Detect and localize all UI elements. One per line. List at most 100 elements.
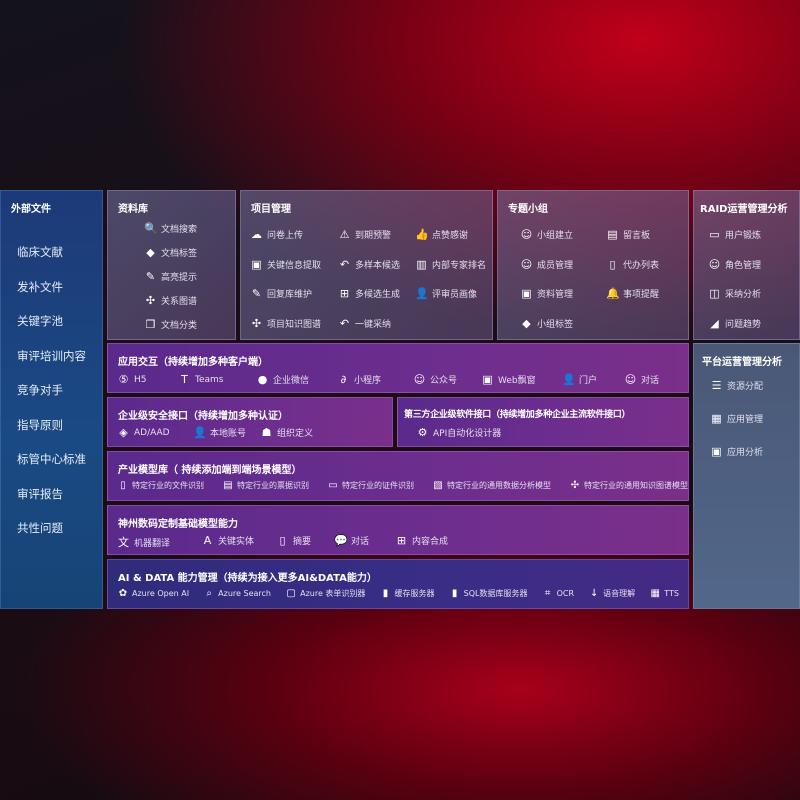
industry-item[interactable]: ▤ 特定行业的票据识别 xyxy=(222,480,309,491)
aidata-item-label: 语音理解 xyxy=(603,589,636,598)
base-item[interactable]: A 关键实体 xyxy=(201,534,254,547)
library-item[interactable]: ◆ 文档标签 xyxy=(144,246,197,259)
external-file-item[interactable]: 发补文件 xyxy=(17,279,63,294)
app-item[interactable]: ∂ 小程序 xyxy=(337,373,381,386)
project-item-label: 回复库维护 xyxy=(267,290,313,300)
app-item[interactable]: 👤 门户 xyxy=(562,373,597,386)
project-item[interactable]: ☁ 问卷上传 xyxy=(250,228,303,241)
external-file-item[interactable]: 审评培训内容 xyxy=(17,348,86,363)
platform-item[interactable]: ▦ 应用管理 xyxy=(710,412,763,425)
raid-item-label: 用户锻炼 xyxy=(725,231,762,241)
app-item[interactable]: ☺ 公众号 xyxy=(413,373,457,386)
group-item[interactable]: ▣ 资料管理 xyxy=(520,287,573,300)
industry-item[interactable]: ✣ 特定行业的通用知识图谱模型 xyxy=(569,480,688,491)
project-item[interactable]: ⊞ 多候选生成 xyxy=(338,287,400,300)
bell-icon: 🔔 xyxy=(606,287,620,300)
security-item[interactable]: ◈ AD/AAD xyxy=(117,426,169,439)
aidata-item[interactable]: ▦ TTS xyxy=(649,588,679,599)
app-title: 应用交互（持续增加多种客户端） xyxy=(118,357,268,368)
base-item-label: 机器翻译 xyxy=(134,538,171,549)
platform-item[interactable]: ☰ 资源分配 xyxy=(710,379,763,392)
raid-item[interactable]: ◫ 采纳分析 xyxy=(708,287,761,300)
base-item[interactable]: ▯ 摘要 xyxy=(276,534,311,547)
aidata-item[interactable]: ✿ Azure Open AI xyxy=(117,588,189,599)
library-item[interactable]: ✣ 关系图谱 xyxy=(144,294,197,307)
group-item[interactable]: 🔔 事项提醒 xyxy=(606,287,659,300)
external-file-item[interactable]: 标管中心标准 xyxy=(17,452,86,466)
speech-icon: ↓ xyxy=(589,588,599,599)
external-files-title: 外部文件 xyxy=(11,204,51,215)
thirdparty-item[interactable]: ⚙ API自动化设计器 xyxy=(416,426,502,439)
library-item[interactable]: ❐ 文档分类 xyxy=(144,318,197,331)
raid-item[interactable]: ▭ 用户锻炼 xyxy=(708,228,761,241)
security-item-label: 组织定义 xyxy=(277,429,314,439)
project-item[interactable]: ▣ 关键信息提取 xyxy=(250,258,321,271)
thirdparty-panel: 第三方企业级软件接口（持续增加多种企业主流软件接口） ⚙ API自动化设计器 xyxy=(397,397,689,447)
raid-item[interactable]: ☺ 角色管理 xyxy=(708,258,761,271)
external-file-item[interactable]: 指导原则 xyxy=(17,417,63,432)
project-item[interactable]: 👤 评审员画像 xyxy=(415,287,477,300)
external-file-item[interactable]: 共性问题 xyxy=(17,521,63,535)
security-item[interactable]: 👤 本地账号 xyxy=(193,426,246,439)
industry-item[interactable]: ▯ 特定行业的文件识别 xyxy=(117,480,204,491)
industry-item[interactable]: ▭ 特定行业的证件识别 xyxy=(327,480,414,491)
platform-item-label: 应用分析 xyxy=(727,448,764,458)
group-item[interactable]: ☺ 成员管理 xyxy=(520,258,573,271)
project-item[interactable]: ⚠ 到期预警 xyxy=(338,228,391,241)
project-item[interactable]: ↶ 多样本候选 xyxy=(338,258,400,271)
project-item[interactable]: ✣ 项目知识图谱 xyxy=(250,317,321,330)
library-item[interactable]: 🔍 文档搜索 xyxy=(144,222,197,235)
app-item[interactable]: ☺ 对话 xyxy=(624,373,659,386)
database-icon: ▮ xyxy=(451,588,458,599)
security-title: 企业级安全接口（持续增加多种认证） xyxy=(118,411,288,422)
raid-title: RAID运营管理分析 xyxy=(700,204,788,215)
platform-item[interactable]: ▣ 应用分析 xyxy=(710,445,763,458)
aidata-item[interactable]: ▮ 缓存服务器 xyxy=(380,588,435,599)
app-item[interactable]: ● 企业微信 xyxy=(256,373,309,386)
aidata-item[interactable]: ⌕ Azure Search xyxy=(203,588,271,599)
portal-icon: 👤 xyxy=(562,373,576,386)
external-file-item[interactable]: 临床文献 xyxy=(17,245,63,259)
raid-item[interactable]: ◢ 问题趋势 xyxy=(708,317,761,330)
aidata-item[interactable]: ⌗ OCR xyxy=(542,588,574,599)
external-files-panel: 外部文件 xyxy=(0,190,103,609)
security-item-label: 本地账号 xyxy=(210,429,247,439)
project-item-label: 到期预警 xyxy=(355,231,392,241)
group-item[interactable]: ☺ 小组建立 xyxy=(520,228,573,241)
external-file-item[interactable]: 关键字池 xyxy=(17,314,63,328)
industry-title: 产业模型库（ 持续添加端到端场景模型） xyxy=(118,465,302,476)
aidata-item[interactable]: ▮ SQL数据库服务器 xyxy=(449,588,528,599)
platform-title: 平台运营管理分析 xyxy=(702,357,782,368)
aidata-item[interactable]: ▢ Azure 表单识别器 xyxy=(285,588,365,599)
base-item[interactable]: 文机器翻译 xyxy=(117,534,170,550)
project-item[interactable]: ▥ 内部专家排名 xyxy=(415,258,486,271)
base-item[interactable]: 💬 对话 xyxy=(334,534,369,547)
app-item-label: 公众号 xyxy=(430,376,458,386)
wechat-icon: ● xyxy=(257,373,268,386)
external-file-item[interactable]: 审评报告 xyxy=(17,486,63,501)
app-item[interactable]: ▣ Web飘窗 xyxy=(481,373,535,386)
industry-item-label: 特定行业的证件识别 xyxy=(342,481,414,490)
industry-item[interactable]: ▧ 特定行业的通用数据分析模型 xyxy=(432,480,551,491)
base-model-panel: 神州数码定制基础模型能力文机器翻译 A 关键实体 ▯ 摘要 💬 对话 ⊞ 内容合成 xyxy=(107,505,689,555)
aidata-title: AI & DATA 能力管理（持续为接入更多AI&DATA能力） xyxy=(118,573,377,584)
group-item[interactable]: ◆ 小组标签 xyxy=(520,317,573,330)
security-item[interactable]: ☗ 组织定义 xyxy=(260,426,313,439)
library-panel: 资料库 🔍 文档搜索 ◆ 文档标签 ✎ 高亮提示 ✣ 关系图谱 ❐ 文档分类 xyxy=(107,190,236,340)
graph-icon: ✣ xyxy=(251,316,262,330)
puzzle-icon: ⊞ xyxy=(396,534,407,547)
app-item-label: 小程序 xyxy=(354,376,382,386)
project-item[interactable]: ✎ 回复库维护 xyxy=(250,287,312,300)
group-item[interactable]: ▯ 代办列表 xyxy=(606,258,659,271)
app-item[interactable]: ⑤ H5 xyxy=(117,373,147,386)
aidata-item-label: OCR xyxy=(556,589,575,598)
library-item[interactable]: ✎ 高亮提示 xyxy=(144,270,197,283)
aidata-item[interactable]: ↓ 语音理解 xyxy=(588,588,635,599)
base-item[interactable]: ⊞ 内容合成 xyxy=(395,534,448,547)
external-file-item[interactable]: 竞争对手 xyxy=(17,383,63,397)
app-item[interactable]: T Teams xyxy=(178,373,223,386)
project-item[interactable]: 👍 点赞感谢 xyxy=(415,228,468,241)
security-panel: 企业级安全接口（持续增加多种认证） ◈ AD/AAD 👤 本地账号 ☗ 组织定义 xyxy=(107,397,393,447)
group-item[interactable]: ▤ 留言板 xyxy=(606,228,650,241)
project-item[interactable]: ↶ 一键采纳 xyxy=(338,317,391,330)
